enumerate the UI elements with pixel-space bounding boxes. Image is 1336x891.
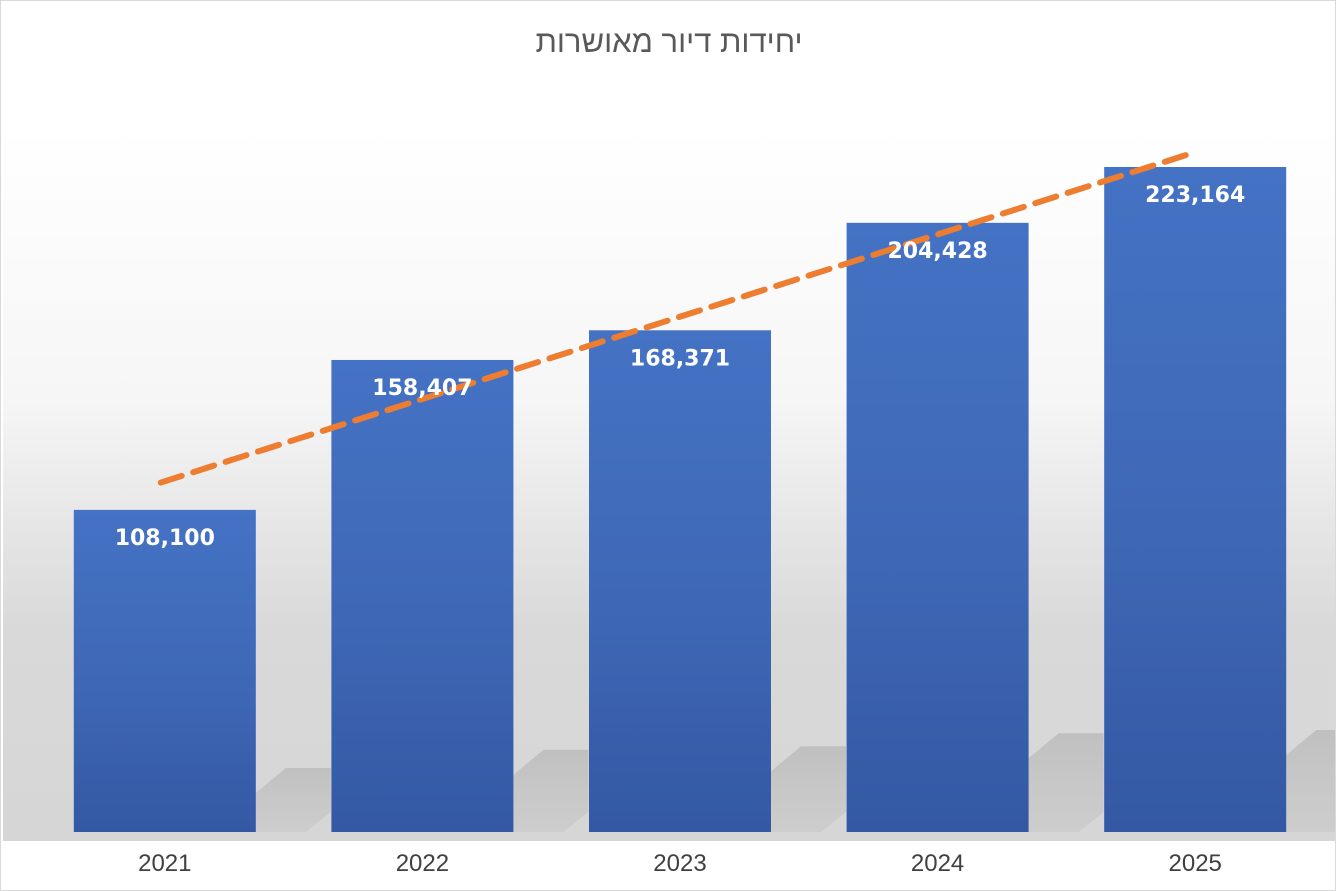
x-tick-label-2022: 2022 <box>396 850 449 877</box>
bar-shadow <box>513 749 589 832</box>
bar-shadow <box>1028 733 1104 832</box>
bar-shadow <box>771 746 846 832</box>
data-label-2025: 223,164 <box>1145 183 1245 208</box>
chart-title: יחידות דיור מאושרות <box>535 24 802 59</box>
x-tick-label-2025: 2025 <box>1169 850 1222 877</box>
data-label-2023: 168,371 <box>630 346 730 371</box>
data-label-2022: 158,407 <box>372 376 472 401</box>
x-axis-ticks: 2021 2022 2023 2024 2025 <box>138 850 1222 877</box>
bar-2025 <box>1104 167 1287 832</box>
bars <box>73 167 1287 832</box>
data-labels: 108,100 158,407 168,371 204,428 223,164 <box>115 183 1246 551</box>
x-tick-label-2024: 2024 <box>911 850 964 877</box>
bar-shadow <box>1286 730 1335 832</box>
bar-shadow <box>255 768 331 832</box>
bar-2023 <box>589 330 771 832</box>
x-tick-label-2021: 2021 <box>138 850 191 877</box>
data-label-2021: 108,100 <box>115 526 215 551</box>
trendline-group <box>157 150 1195 486</box>
x-tick-label-2023: 2023 <box>653 850 706 877</box>
bar-2022 <box>331 359 514 832</box>
bar-shadows <box>255 730 1335 832</box>
trendline <box>157 150 1195 486</box>
bar-2024 <box>846 222 1029 832</box>
data-label-2024: 204,428 <box>887 239 987 264</box>
bar-2021 <box>73 509 256 832</box>
